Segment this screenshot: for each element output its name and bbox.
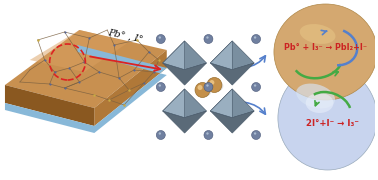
Circle shape — [204, 35, 213, 44]
Circle shape — [204, 130, 213, 140]
Circle shape — [254, 132, 256, 135]
Polygon shape — [210, 41, 254, 70]
Polygon shape — [163, 89, 184, 118]
Polygon shape — [5, 45, 167, 133]
Polygon shape — [210, 111, 254, 133]
Circle shape — [254, 84, 256, 87]
Circle shape — [252, 35, 260, 44]
Circle shape — [156, 82, 165, 91]
Polygon shape — [163, 41, 184, 70]
Ellipse shape — [306, 93, 333, 113]
Ellipse shape — [274, 4, 377, 100]
Circle shape — [206, 36, 209, 39]
Polygon shape — [5, 30, 167, 108]
Polygon shape — [163, 41, 206, 70]
Circle shape — [159, 84, 161, 87]
Circle shape — [209, 80, 214, 85]
Polygon shape — [210, 89, 232, 118]
Polygon shape — [94, 50, 167, 126]
Ellipse shape — [208, 80, 223, 92]
Polygon shape — [210, 63, 254, 85]
Circle shape — [252, 82, 260, 91]
Circle shape — [204, 82, 213, 91]
Circle shape — [206, 84, 209, 87]
Polygon shape — [163, 89, 206, 118]
Text: 2I°+I⁻ → I₃⁻: 2I°+I⁻ → I₃⁻ — [306, 118, 359, 127]
Circle shape — [159, 132, 161, 135]
Circle shape — [198, 85, 203, 90]
Text: Pb° + I₃⁻ → PbI₂+I⁻: Pb° + I₃⁻ → PbI₂+I⁻ — [284, 42, 367, 51]
Circle shape — [195, 82, 210, 98]
Polygon shape — [163, 63, 206, 85]
Text: Pb° , I°: Pb° , I° — [107, 28, 144, 44]
Ellipse shape — [278, 66, 377, 170]
Polygon shape — [5, 85, 94, 126]
Ellipse shape — [296, 84, 335, 108]
Circle shape — [159, 36, 161, 39]
Ellipse shape — [195, 85, 211, 97]
Polygon shape — [210, 89, 254, 118]
Circle shape — [156, 35, 165, 44]
Circle shape — [254, 36, 256, 39]
Ellipse shape — [300, 24, 336, 44]
Circle shape — [206, 132, 209, 135]
Polygon shape — [210, 41, 232, 70]
Circle shape — [156, 130, 165, 140]
Polygon shape — [163, 111, 206, 133]
Circle shape — [252, 130, 260, 140]
Polygon shape — [30, 30, 129, 72]
Circle shape — [207, 78, 222, 93]
